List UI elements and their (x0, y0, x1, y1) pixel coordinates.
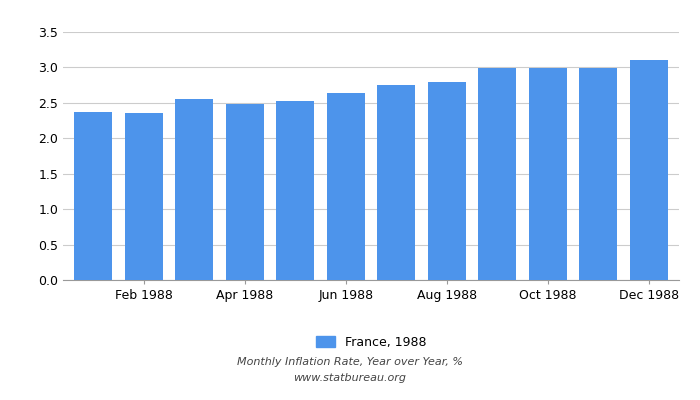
Bar (226, 104, 264, 280)
Bar (327, 93, 365, 280)
Bar (478, 68, 516, 280)
Bar (276, 102, 314, 280)
Bar (428, 82, 466, 280)
Bar (630, 60, 668, 280)
Text: www.statbureau.org: www.statbureau.org (293, 373, 407, 383)
Bar (377, 85, 415, 280)
Bar (125, 113, 162, 280)
Bar (528, 68, 567, 280)
Bar (175, 99, 214, 280)
Bar (74, 112, 112, 280)
Text: Monthly Inflation Rate, Year over Year, %: Monthly Inflation Rate, Year over Year, … (237, 357, 463, 367)
Legend: France, 1988: France, 1988 (311, 331, 431, 354)
Bar (580, 68, 617, 280)
